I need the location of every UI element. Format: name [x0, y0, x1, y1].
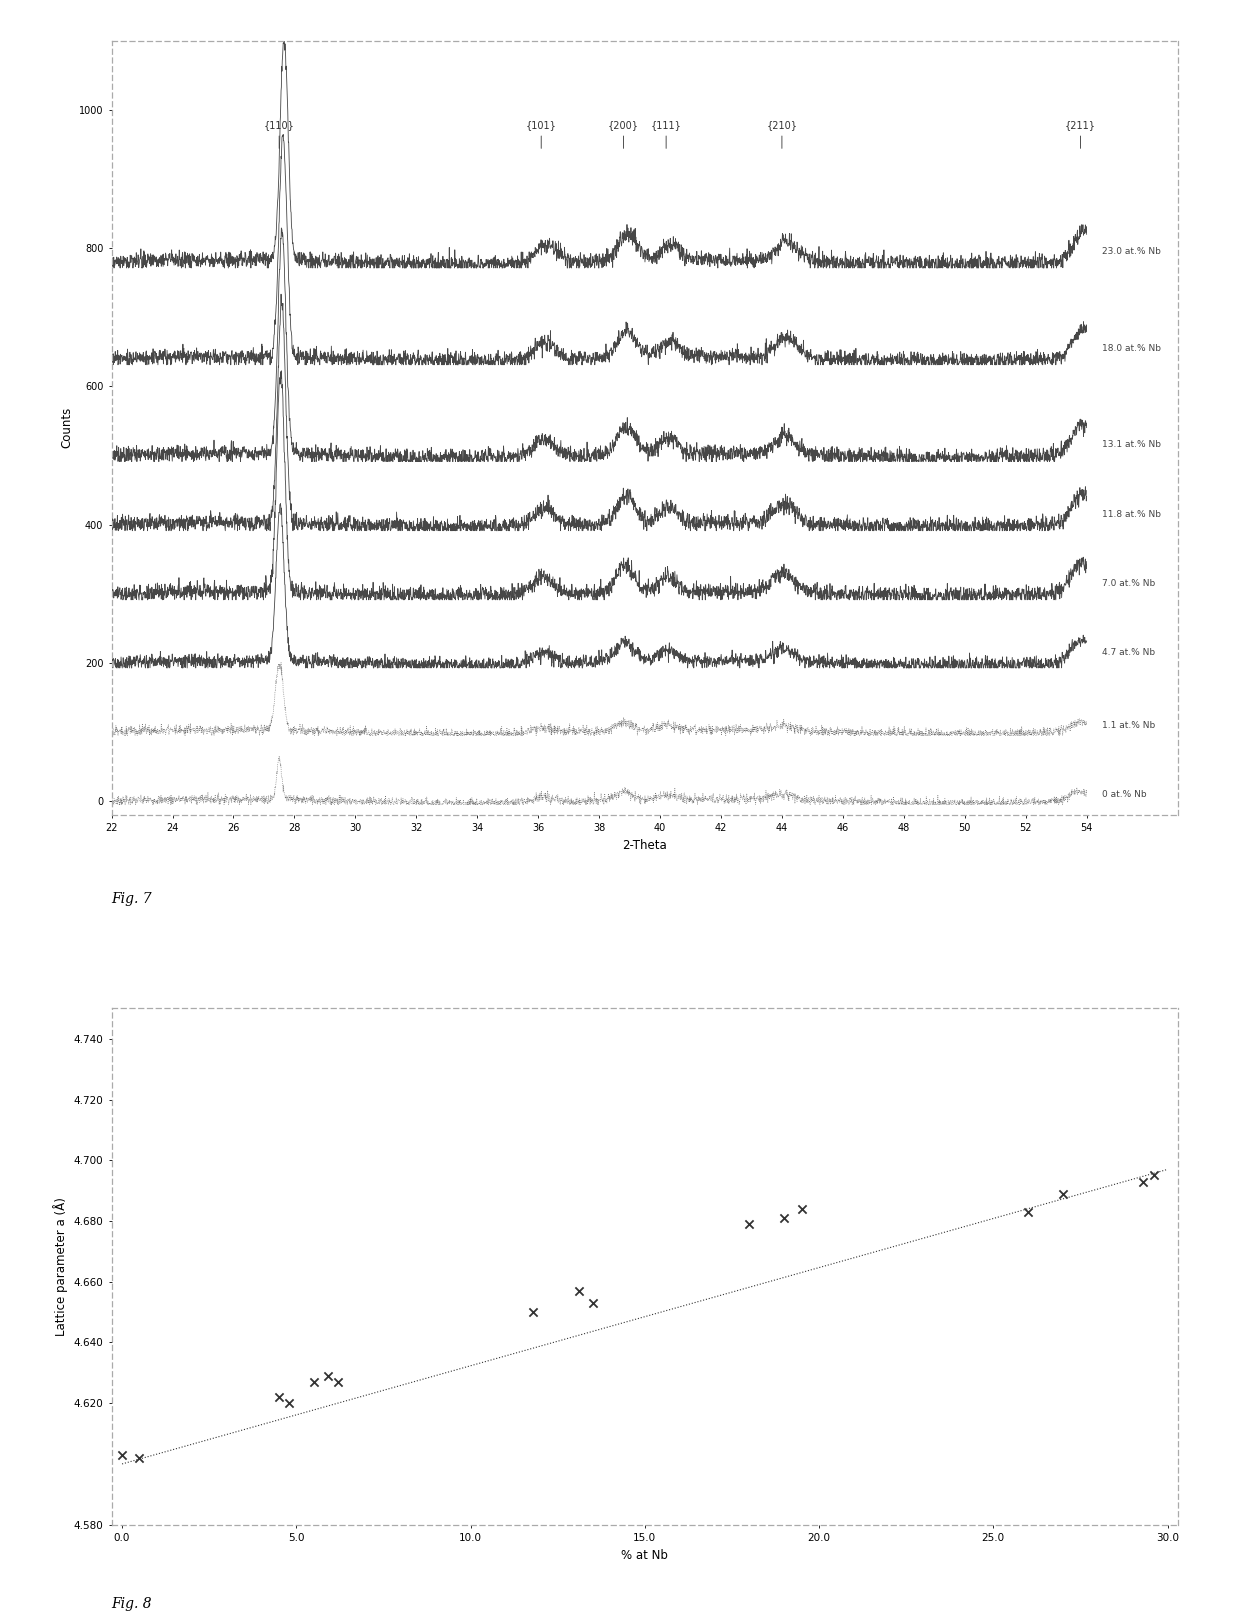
Text: 11.8 at.% Nb: 11.8 at.% Nb — [1102, 509, 1161, 519]
Point — [1133, 1168, 1153, 1194]
Text: Fig. 7: Fig. 7 — [112, 892, 153, 907]
Point — [304, 1369, 324, 1395]
Point — [523, 1299, 543, 1325]
Text: 23.0 at.% Nb: 23.0 at.% Nb — [1102, 247, 1161, 256]
Point — [791, 1195, 811, 1221]
Text: {111}: {111} — [651, 120, 682, 148]
Point — [279, 1390, 299, 1416]
Point — [739, 1212, 759, 1238]
Point — [329, 1369, 348, 1395]
Text: 18.0 at.% Nb: 18.0 at.% Nb — [1102, 344, 1161, 352]
Point — [1053, 1181, 1073, 1207]
X-axis label: % at Nb: % at Nb — [621, 1549, 668, 1562]
Y-axis label: Lattice parameter a (Å): Lattice parameter a (Å) — [53, 1197, 68, 1337]
Text: 4.7 at.% Nb: 4.7 at.% Nb — [1102, 647, 1154, 657]
Text: 13.1 at.% Nb: 13.1 at.% Nb — [1102, 441, 1161, 449]
Text: {110}: {110} — [264, 120, 295, 148]
Text: {101}: {101} — [526, 120, 557, 148]
Point — [129, 1445, 149, 1471]
Text: {210}: {210} — [766, 120, 797, 148]
Point — [569, 1278, 589, 1304]
Text: 0 at.% Nb: 0 at.% Nb — [1102, 790, 1147, 798]
Text: 1.1 at.% Nb: 1.1 at.% Nb — [1102, 720, 1156, 730]
Text: 7.0 at.% Nb: 7.0 at.% Nb — [1102, 579, 1156, 587]
Text: Fig. 8: Fig. 8 — [112, 1598, 153, 1611]
Point — [317, 1362, 337, 1388]
Y-axis label: Counts: Counts — [61, 407, 73, 448]
Text: {211}: {211} — [1065, 120, 1096, 148]
Point — [112, 1442, 131, 1468]
Point — [1018, 1199, 1038, 1225]
Text: {200}: {200} — [608, 120, 639, 148]
Point — [774, 1205, 794, 1231]
Point — [269, 1384, 289, 1410]
X-axis label: 2-Theta: 2-Theta — [622, 839, 667, 852]
Point — [1143, 1163, 1163, 1189]
Point — [583, 1289, 603, 1315]
